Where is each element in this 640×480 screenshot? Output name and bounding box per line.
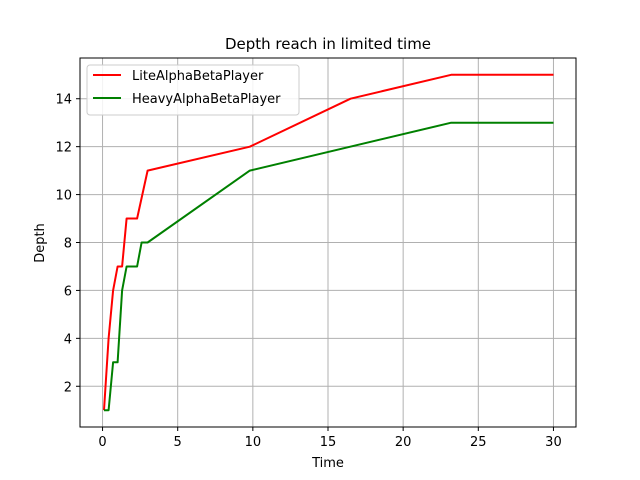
x-tick-label: 0 bbox=[98, 435, 106, 450]
x-axis-ticks: 0 5 10 15 20 25 30 bbox=[98, 427, 562, 450]
legend-label: HeavyAlphaBetaPlayer bbox=[132, 92, 281, 107]
y-tick-label: 14 bbox=[55, 93, 72, 108]
y-tick-label: 12 bbox=[55, 141, 72, 156]
series-lines bbox=[103, 73, 554, 412]
legend-box bbox=[86, 64, 300, 116]
legend-label: LiteAlphaBetaPlayer bbox=[132, 69, 264, 84]
x-tick-label: 30 bbox=[545, 435, 562, 450]
grid-lines bbox=[80, 58, 576, 427]
y-axis-ticks: 2 4 6 8 10 12 14 bbox=[55, 93, 80, 395]
y-tick-label: 10 bbox=[55, 189, 72, 204]
y-tick-label: 6 bbox=[64, 284, 72, 299]
x-tick-label: 15 bbox=[320, 435, 337, 450]
legend: LiteAlphaBetaPlayer HeavyAlphaBetaPlayer bbox=[86, 64, 300, 116]
chart-title: Depth reach in limited time bbox=[225, 35, 431, 53]
x-tick-label: 25 bbox=[470, 435, 487, 450]
series-line-LiteAlphaBetaPlayer bbox=[103, 73, 554, 411]
x-tick-label: 20 bbox=[395, 435, 412, 450]
x-tick-label: 10 bbox=[245, 435, 262, 450]
y-tick-label: 4 bbox=[64, 332, 72, 347]
series-line-HeavyAlphaBetaPlayer bbox=[104, 121, 554, 412]
y-tick-label: 8 bbox=[64, 237, 72, 252]
x-axis-label: Time bbox=[311, 456, 344, 471]
x-tick-label: 5 bbox=[174, 435, 182, 450]
y-tick-label: 2 bbox=[64, 380, 72, 395]
y-axis-label: Depth bbox=[33, 223, 48, 263]
